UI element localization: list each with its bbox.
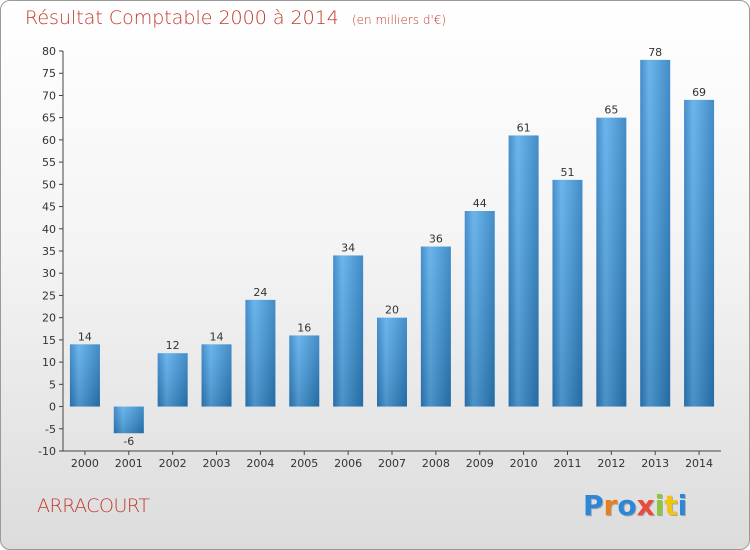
y-tick-label: 0 xyxy=(49,401,56,414)
data-label: 61 xyxy=(517,121,531,134)
proxiti-logo: Proxiti xyxy=(583,489,687,522)
y-tick-label: 10 xyxy=(42,356,56,369)
chart-unit-label: (en milliers d'€) xyxy=(351,13,447,27)
data-label: 51 xyxy=(560,166,574,179)
bar-shade xyxy=(508,135,539,407)
data-label: 36 xyxy=(429,233,443,246)
x-tick-label: 2002 xyxy=(159,457,187,470)
y-tick-label: 30 xyxy=(42,267,56,280)
y-tick-label: 75 xyxy=(42,67,56,80)
bar-shade xyxy=(640,59,671,407)
y-tick-label: 80 xyxy=(42,45,56,58)
bar-shade xyxy=(157,353,188,407)
y-tick-label: 65 xyxy=(42,112,56,125)
data-label: 12 xyxy=(166,339,180,352)
bars xyxy=(69,59,715,434)
x-tick-label: 2001 xyxy=(115,457,143,470)
logo-letter: o xyxy=(617,489,637,522)
chart-title: Résultat Comptable 2000 à 2014 xyxy=(25,7,339,29)
bar-shade xyxy=(420,246,451,407)
y-tick-label: 35 xyxy=(42,245,56,258)
bar-shade xyxy=(333,255,364,407)
bar-shade xyxy=(377,317,407,407)
data-label: -6 xyxy=(123,435,134,448)
x-tick-label: 2009 xyxy=(466,457,494,470)
data-label: 16 xyxy=(297,321,311,334)
logo-letter: r xyxy=(603,489,618,522)
x-tick-label: 2014 xyxy=(685,457,713,470)
logo-letter: x xyxy=(636,489,655,522)
y-tick-label: -10 xyxy=(38,445,56,458)
y-tick-label: 25 xyxy=(42,289,56,302)
x-tick-label: 2000 xyxy=(71,457,99,470)
data-label: 65 xyxy=(604,104,618,117)
x-tick-label: 2008 xyxy=(422,457,450,470)
bar-shade xyxy=(245,299,276,407)
data-label: 14 xyxy=(78,330,92,343)
chart-title-block: Résultat Comptable 2000 à 2014 (en milli… xyxy=(25,7,446,29)
bar-shade xyxy=(552,179,583,407)
logo-letter: P xyxy=(583,489,604,522)
y-tick-label: 20 xyxy=(42,312,56,325)
x-tick-label: 2006 xyxy=(334,457,362,470)
value-labels: 14 -6 12 14 24 16 34 20 36 44 61 51 65 78 69 xyxy=(78,46,706,448)
data-label: 69 xyxy=(692,86,706,99)
x-tick-label: 2003 xyxy=(203,457,231,470)
x-tick-label: 2013 xyxy=(641,457,669,470)
bar-shade xyxy=(201,344,232,407)
logo-letter: t xyxy=(664,489,678,522)
data-label: 78 xyxy=(648,46,662,59)
x-tick-label: 2005 xyxy=(290,457,318,470)
logo-letter: i xyxy=(654,489,665,522)
data-label: 44 xyxy=(473,197,487,210)
data-label: 20 xyxy=(385,304,399,317)
data-label: 34 xyxy=(341,241,355,254)
logo-letter: i xyxy=(677,489,688,522)
bar-shade xyxy=(464,211,495,407)
data-label: 24 xyxy=(253,286,267,299)
x-tick-label: 2012 xyxy=(597,457,625,470)
y-tick-label: 50 xyxy=(42,178,56,191)
y-tick-label: 55 xyxy=(42,156,56,169)
x-tick-label: 2010 xyxy=(510,457,538,470)
bar-shade xyxy=(596,117,627,407)
y-tick-label: 45 xyxy=(42,201,56,214)
commune-name: ARRACOURT xyxy=(37,495,150,517)
x-tick-label: 2011 xyxy=(553,457,581,470)
x-tick-label: 2004 xyxy=(246,457,274,470)
y-tick-label: -5 xyxy=(45,423,56,436)
data-label: 14 xyxy=(210,330,224,343)
bar-shade xyxy=(684,99,715,407)
bar-shade xyxy=(289,335,320,407)
x-tick-label: 2007 xyxy=(378,457,406,470)
bar-shade xyxy=(69,344,100,407)
y-tick-label: 5 xyxy=(49,378,56,391)
y-tick-label: 70 xyxy=(42,89,56,102)
y-tick-label: 60 xyxy=(42,134,56,147)
y-tick-label: 15 xyxy=(42,334,56,347)
y-tick-label: 40 xyxy=(42,223,56,236)
axes: -10 -5 0 5 10 15 20 25 30 35 40 45 50 55 60 65 70 75 80 200… xyxy=(38,45,721,470)
bar-shade xyxy=(113,406,144,434)
